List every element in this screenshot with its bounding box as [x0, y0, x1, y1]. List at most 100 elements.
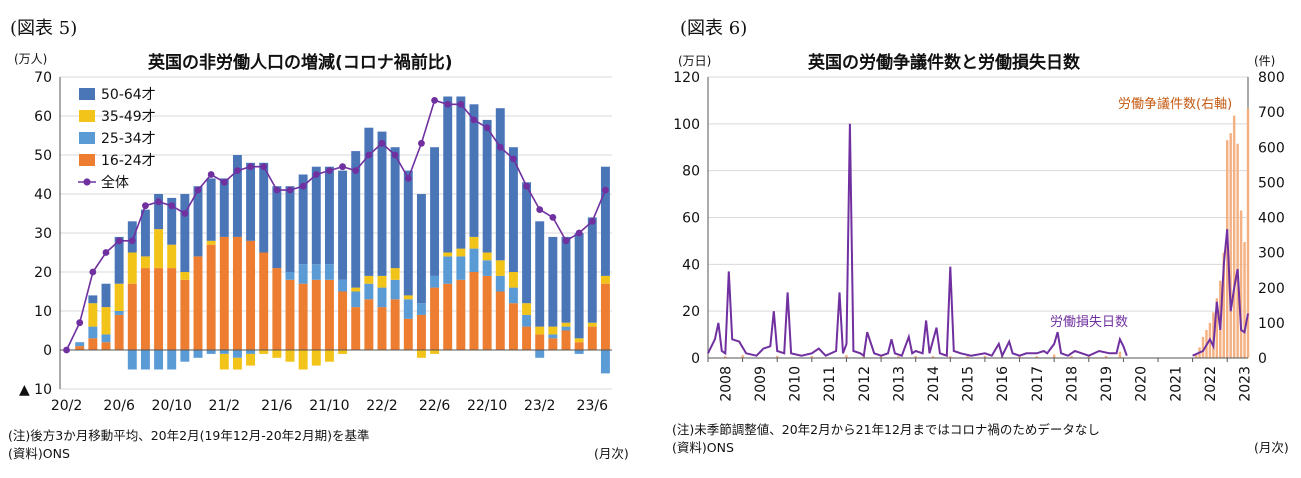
left-bar-s2534: [600, 350, 610, 374]
left-bar-s1624: [456, 279, 466, 350]
left-bar-s5064: [377, 131, 387, 276]
left-bar-s2534: [88, 326, 98, 339]
left-total-point: [496, 143, 504, 151]
left-note: (注)後方3か月移動平均、20年2月(19年12月-20年2月期)を基準: [8, 428, 370, 443]
left-bar-s1624: [127, 283, 137, 350]
left-bar-s3549: [167, 244, 177, 269]
left-bar-s3549: [338, 350, 348, 354]
left-bar-s1624: [377, 307, 387, 350]
left-bar-s2534: [101, 334, 111, 343]
left-x-tick-label: 22/10: [467, 398, 507, 414]
right-x-tick-label: 2021: [1168, 366, 1184, 402]
right-dispute-bar: [949, 356, 952, 358]
left-total-point: [457, 100, 465, 108]
left-y-tick-label: 0: [43, 343, 52, 359]
left-bar-s3549: [535, 326, 545, 335]
left-total-point: [115, 237, 123, 245]
left-total-point: [444, 100, 452, 108]
left-total-point: [128, 237, 136, 245]
left-bar-s5064: [206, 178, 216, 241]
left-x-tick-label: 22/2: [366, 398, 397, 414]
left-x-tick-label: 22/6: [419, 398, 451, 414]
left-bar-s3549: [495, 260, 505, 276]
left-bar-s1624: [101, 342, 111, 350]
left-bar-s5064: [154, 194, 164, 230]
left-bar-s5064: [561, 236, 571, 323]
right-figure-label: (図表 6): [680, 18, 748, 39]
left-bar-s2534: [167, 350, 177, 370]
left-bar-s5064: [403, 170, 413, 296]
left-bar-s5064: [535, 221, 545, 327]
left-bar-s1624: [548, 338, 558, 350]
left-bar-s5064: [127, 221, 137, 253]
right-dispute-bar: [1018, 355, 1021, 358]
right-dispute-bar: [897, 356, 900, 358]
right-x-tick-label: 2014: [926, 366, 942, 402]
left-bar-s2534: [390, 279, 400, 300]
left-y-tick-label: 60: [34, 109, 52, 125]
right-dispute-bar: [1104, 355, 1108, 358]
left-bar-s1624: [259, 252, 269, 350]
left-bar-s1624: [469, 272, 479, 350]
left-bar-s2534: [114, 311, 124, 315]
left-bar-s1624: [403, 318, 413, 350]
left-bar-s5064: [443, 96, 453, 253]
left-total-point: [102, 249, 110, 256]
left-bar-s1624: [167, 268, 177, 350]
left-total-point: [155, 198, 162, 206]
left-bar-s3549: [259, 350, 269, 354]
right-x-tick-label: 2022: [1203, 366, 1219, 402]
left-bar-s1624: [351, 307, 361, 350]
left-bar-s1624: [443, 283, 453, 350]
left-bar-s1624: [140, 268, 150, 350]
left-bar-s3549: [206, 240, 216, 245]
left-y-tick-label: 50: [34, 148, 52, 164]
left-legend-swatch-s3549: [79, 110, 95, 122]
left-bar-s2534: [232, 350, 242, 358]
left-bar-s2534: [430, 275, 440, 288]
left-bar-s3549: [561, 322, 571, 327]
right-days-lost-line: [707, 123, 1128, 359]
left-bar-s2534: [324, 264, 334, 280]
left-y-tick-label: ▲ 10: [19, 382, 52, 398]
left-legend-marker-total: [83, 178, 91, 186]
left-bar-s2534: [535, 350, 545, 358]
left-bar-s3549: [246, 353, 256, 366]
left-bar-s2534: [469, 248, 479, 272]
left-bar-s1624: [180, 279, 190, 350]
right-dispute-bar: [1229, 133, 1232, 358]
right-dispute-bar: [1236, 143, 1239, 358]
right-dispute-bar: [1239, 210, 1243, 358]
left-x-tick-label: 23/6: [577, 398, 609, 414]
left-bar-s2534: [193, 350, 203, 358]
left-bar-s1624: [364, 299, 374, 350]
left-bar-s3549: [416, 350, 426, 358]
right-y-right-tick-label: 600: [1258, 140, 1285, 156]
left-total-point: [142, 202, 149, 210]
right-dispute-bar: [1118, 351, 1122, 358]
right-x-tick-label: 2023: [1238, 366, 1254, 402]
left-bar-s3549: [140, 256, 150, 269]
left-bar-s1624: [272, 268, 282, 350]
right-days-lost-line: [1192, 229, 1249, 357]
left-total-point: [339, 163, 346, 171]
left-x-tick-label: 21/6: [261, 398, 293, 414]
left-bar-s2534: [140, 350, 150, 370]
left-bar-s3549: [114, 283, 124, 311]
left-bar-s5064: [522, 182, 532, 304]
left-y-tick-label: 20: [34, 265, 52, 281]
left-bar-s3549: [311, 350, 321, 366]
right-y-left-tick-label: 60: [682, 211, 700, 227]
left-bar-s1624: [430, 287, 440, 350]
left-bar-s3549: [298, 350, 308, 370]
left-bar-s2534: [443, 256, 453, 284]
left-total-point: [312, 171, 320, 178]
right-y-right-tick-label: 800: [1258, 70, 1285, 86]
left-bar-s3549: [180, 272, 190, 280]
left-bar-s2534: [456, 256, 466, 280]
left-total-point: [181, 210, 189, 217]
left-bar-s5064: [285, 186, 295, 272]
left-bar-s3549: [482, 252, 492, 261]
right-x-tick-label: 2019: [1099, 366, 1115, 402]
